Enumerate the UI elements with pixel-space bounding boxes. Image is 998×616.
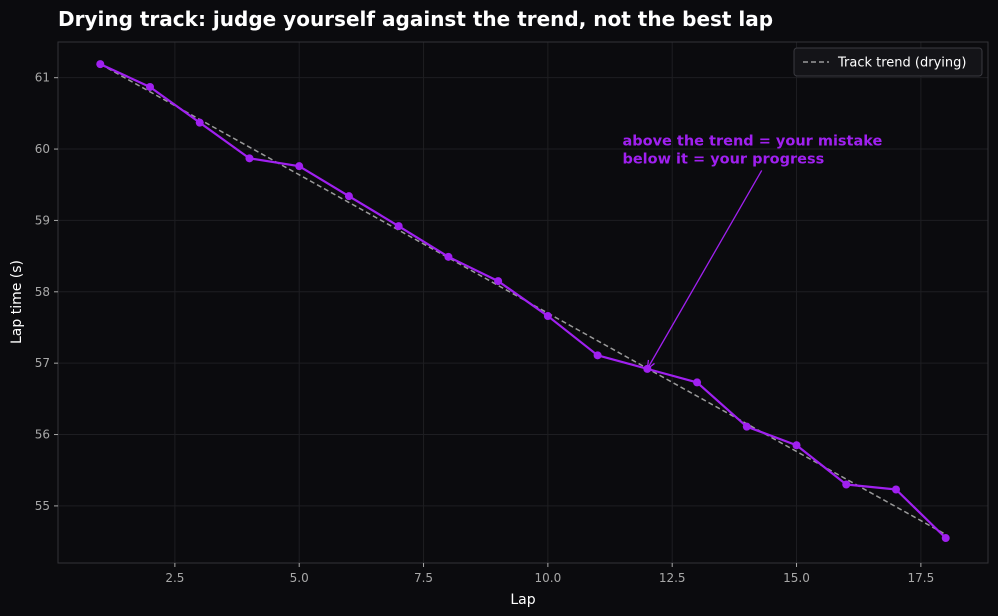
annotation-arrow (646, 170, 763, 370)
y-tick-label: 58 (35, 285, 50, 299)
lap-time-point (295, 162, 304, 171)
legend-label-trend: Track trend (drying) (837, 56, 966, 71)
lap-time-point (543, 312, 552, 321)
x-tick-label: 7.5 (414, 571, 433, 585)
lap-time-point (344, 192, 353, 201)
y-axis-label: Lap time (s) (9, 260, 25, 344)
legend: Track trend (drying) (793, 47, 983, 77)
lap-time-point (245, 154, 254, 163)
annotation-arrowhead (646, 359, 655, 371)
x-axis: 2.5 5.0 7.5 10.0 12.5 15.0 17.5 (165, 563, 934, 585)
lap-time-point (891, 485, 900, 494)
lap-time-point (941, 534, 950, 543)
y-tick-label: 55 (35, 499, 50, 513)
lap-time-point (792, 441, 801, 450)
plot-background (58, 42, 988, 563)
y-tick-label: 61 (35, 71, 50, 85)
annotation-text-line: below it = your progress (622, 151, 824, 167)
lap-time-point (195, 118, 204, 127)
x-tick-label: 5.0 (290, 571, 309, 585)
y-tick-label: 57 (35, 356, 50, 370)
lap-time-point (842, 480, 851, 489)
x-tick-label: 2.5 (165, 571, 184, 585)
plot-frame (57, 41, 989, 564)
y-axis: 55 56 57 58 59 60 61 (35, 71, 58, 513)
legend-box (793, 47, 983, 77)
x-axis-label: Lap (510, 592, 535, 608)
y-tick-label: 59 (35, 213, 50, 227)
plot-area: above the trend = your mistake below it =… (57, 41, 989, 564)
x-tick-label: 17.5 (908, 571, 935, 585)
lap-time-point (693, 378, 702, 387)
grid (58, 42, 988, 563)
series-layer (96, 60, 950, 543)
lap-time-point (494, 277, 503, 286)
x-tick-label: 10.0 (535, 571, 562, 585)
y-tick-label: 56 (35, 428, 50, 442)
lap-time-point (593, 351, 602, 360)
lap-time-point (394, 222, 403, 231)
chart-title: Drying track: judge yourself against the… (58, 7, 773, 31)
annotation-text-line: above the trend = your mistake (622, 133, 882, 149)
x-tick-label: 12.5 (659, 571, 686, 585)
lap-time-point (96, 60, 105, 69)
lap-time-point (444, 252, 453, 261)
lap-time-line (99, 63, 947, 539)
annotation-layer: above the trend = your mistake below it =… (622, 133, 883, 371)
lap-time-point (146, 82, 155, 91)
x-tick-label: 15.0 (783, 571, 810, 585)
y-tick-label: 60 (35, 142, 50, 156)
lap-time-point (742, 422, 751, 431)
